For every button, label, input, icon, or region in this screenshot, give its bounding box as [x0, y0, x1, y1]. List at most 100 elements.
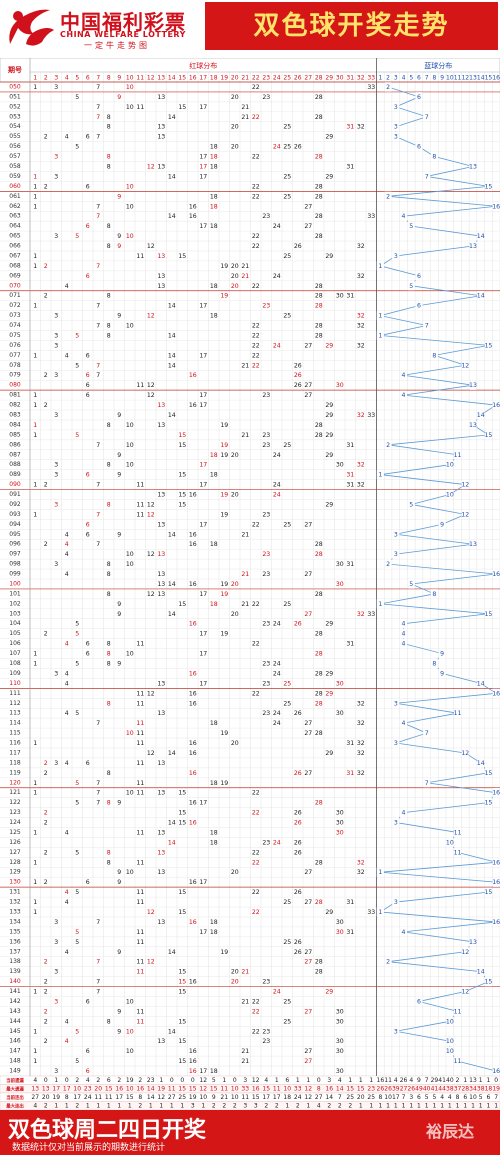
red-ball-number: 10 [126, 998, 134, 1005]
red-ball-number: 15 [178, 979, 186, 986]
red-ball-number: 20 [231, 124, 239, 131]
red-ball-number: 13 [157, 581, 165, 588]
period-number: 109 [9, 670, 21, 677]
red-ball-number: 7 [96, 263, 100, 270]
stats-red-value: 1 [128, 1103, 132, 1110]
red-ball-number: 19 [220, 263, 228, 270]
blue-ball-bg [430, 658, 438, 669]
red-ball-number: 29 [325, 670, 333, 677]
red-ball-number: 6 [86, 183, 90, 190]
red-ball-number: 5 [75, 233, 79, 240]
period-number: 113 [9, 710, 21, 717]
period-number: 053 [9, 113, 21, 120]
blue-ball-bg [484, 887, 492, 897]
chart-header: 中国福利彩票 CHINA WELFARE LOTTERY 一定牛走势图 双色球开… [0, 0, 500, 58]
red-ball-number: 9 [117, 949, 121, 956]
red-ball-number: 15 [178, 1018, 186, 1025]
blue-ball-bg [484, 768, 492, 778]
red-ball-number: 16 [189, 670, 197, 677]
red-ball-number: 11 [136, 790, 144, 797]
red-ball-number: 17 [199, 352, 207, 359]
period-number: 094 [9, 521, 21, 528]
red-ball-number: 5 [75, 94, 79, 101]
red-ball-number: 26 [294, 621, 302, 628]
red-ball-number: 4 [65, 949, 69, 956]
stats-blue-value: 40 [446, 1077, 454, 1084]
red-ball-number: 3 [54, 342, 58, 349]
red-ball-number: 16 [189, 740, 197, 747]
red-ball-number: 21 [241, 531, 249, 538]
red-ball-number: 4 [65, 829, 69, 836]
red-ball-number: 2 [44, 760, 48, 767]
red-column-header: 3 [54, 75, 58, 82]
red-ball-number: 8 [107, 561, 111, 568]
red-ball-number: 32 [357, 859, 365, 866]
red-ball-number: 7 [96, 362, 100, 369]
period-number: 055 [9, 133, 21, 140]
red-ball-number: 25 [283, 253, 291, 260]
blue-ball-number: 15 [484, 432, 492, 439]
red-ball-number: 17 [199, 462, 207, 469]
red-ball-number: 4 [65, 541, 69, 548]
red-ball-number: 14 [168, 332, 176, 339]
red-ball-number: 5 [75, 710, 79, 717]
period-number: 097 [9, 551, 21, 558]
red-ball-number: 20 [231, 492, 239, 499]
red-ball-number: 15 [178, 909, 186, 916]
stats-red-value: 0 [233, 1077, 237, 1084]
stats-red-value: 16 [115, 1086, 123, 1093]
stats-red-value: 1 [369, 1103, 373, 1110]
red-ball-number: 8 [107, 571, 111, 578]
red-ball-number: 24 [273, 223, 281, 230]
red-column-header: 28 [315, 75, 323, 82]
red-ball-number: 31 [346, 442, 354, 449]
stats-red-value: 18 [283, 1094, 291, 1101]
stats-blue-value: 1 [471, 1103, 475, 1110]
stats-red-value: 1 [369, 1077, 373, 1084]
red-ball-number: 22 [252, 114, 260, 121]
red-ball-number: 1 [33, 790, 37, 797]
blue-ball-number: 10 [446, 1048, 454, 1055]
stats-red-value: 23 [84, 1086, 92, 1093]
red-ball-number: 9 [117, 879, 121, 886]
red-ball-number: 16 [189, 1058, 197, 1065]
stats-red-value: 3 [243, 1077, 247, 1084]
red-ball-number: 3 [54, 372, 58, 379]
red-ball-number: 27 [304, 730, 312, 737]
red-ball-number: 30 [336, 820, 344, 827]
red-ball-number: 21 [241, 571, 249, 578]
blue-ball-number: 5 [409, 581, 413, 588]
red-ball-number: 29 [325, 173, 333, 180]
red-ball-number: 17 [199, 154, 207, 161]
red-ball-number: 15 [178, 432, 186, 439]
red-ball-number: 8 [107, 859, 111, 866]
red-ball-number: 3 [54, 969, 58, 976]
red-ball-number: 9 [117, 193, 121, 200]
stats-blue-value: 1 [394, 1103, 398, 1110]
red-ball-number: 28 [315, 94, 323, 101]
blue-ball-bg [392, 529, 400, 539]
period-number: 060 [9, 183, 21, 190]
red-ball-number: 10 [126, 84, 134, 91]
blue-ball-number: 13 [469, 243, 477, 250]
red-ball-number: 1 [33, 203, 37, 210]
red-ball-number: 23 [262, 551, 270, 558]
red-ball-number: 7 [96, 720, 100, 727]
stats-red-value: 14 [147, 1094, 155, 1101]
red-ball-number: 19 [220, 780, 228, 787]
red-ball-number: 3 [54, 412, 58, 419]
red-ball-number: 8 [107, 1018, 111, 1025]
red-ball-number: 5 [75, 332, 79, 339]
red-ball-number: 9 [117, 472, 121, 479]
red-ball-number: 21 [241, 1058, 249, 1065]
blue-ball-number: 14 [477, 680, 485, 687]
stats-red-value: 1 [275, 1077, 279, 1084]
red-ball-number: 5 [75, 621, 79, 628]
red-ball-number: 3 [54, 472, 58, 479]
red-ball-number: 18 [210, 601, 218, 608]
red-ball-number: 2 [44, 770, 48, 777]
red-ball-number: 8 [107, 332, 111, 339]
red-ball-number: 7 [96, 919, 100, 926]
blue-ball-number: 10 [446, 839, 454, 846]
blue-ball-number: 11 [454, 1008, 462, 1015]
